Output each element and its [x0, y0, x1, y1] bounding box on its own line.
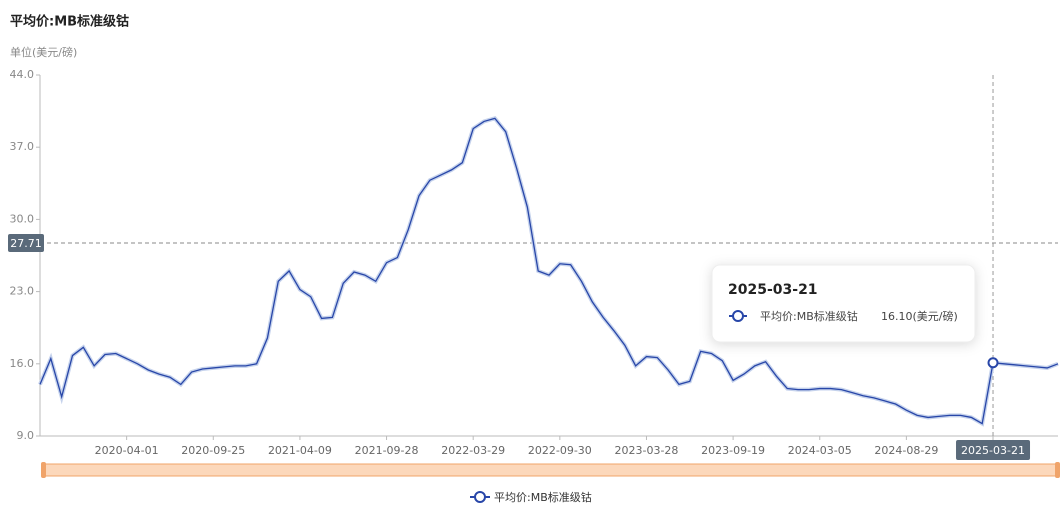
x-tick-label: 2024-08-29 [874, 444, 938, 457]
tooltip-series: 平均价:MB标准级钴 [760, 309, 858, 323]
x-tick-label: 2022-09-30 [528, 444, 592, 457]
legend[interactable]: 平均价:MB标准级钴 [470, 490, 592, 504]
x-tick-label: 2021-04-09 [268, 444, 332, 457]
zoom-bar[interactable] [43, 463, 1059, 477]
tooltip-title: 2025-03-21 [728, 282, 818, 298]
x-tick-label: 2020-09-25 [181, 444, 245, 457]
tooltip-value: 16.10(美元/磅) [881, 309, 958, 323]
x-tick-label: 2025-03-21 [961, 444, 1025, 457]
zoom-handle[interactable] [1055, 462, 1060, 478]
y-tick-label: 44.0 [10, 68, 35, 81]
y-axis-label: 单位(美元/磅) [10, 45, 77, 59]
y-tick-label: 9.0 [17, 429, 35, 442]
x-pointer-box [956, 440, 1031, 460]
y-tick-label: 37.0 [10, 140, 35, 153]
x-tick-label: 2022-03-29 [441, 444, 505, 457]
zoom-handle[interactable] [41, 462, 46, 478]
y-tick-label: 30.0 [10, 212, 35, 225]
x-tick-label: 2023-03-28 [614, 444, 678, 457]
tooltip: 2025-03-21 平均价:MB标准级钴 16.10(美元/磅) [711, 264, 976, 343]
data-zoom[interactable] [41, 462, 1060, 478]
x-tick-label: 2021-09-28 [355, 444, 419, 457]
tooltip-box [711, 264, 976, 343]
legend-label[interactable]: 平均价:MB标准级钴 [494, 490, 592, 504]
x-tick-label: 2024-03-05 [788, 444, 852, 457]
series-line [39, 117, 1059, 425]
x-tick-label: 2023-09-19 [701, 444, 765, 457]
highlight-point [987, 357, 999, 369]
y-tick-label: 23.0 [10, 285, 35, 298]
reference-label-box [8, 234, 44, 253]
chart-title: 平均价:MB标准级钴 [10, 14, 129, 30]
reference-label: 27.71 [10, 237, 42, 250]
legend-icon[interactable] [474, 491, 486, 503]
tooltip-icon [732, 310, 744, 322]
x-tick-label: 2020-04-01 [95, 444, 159, 457]
y-tick-label: 16.0 [10, 357, 35, 370]
